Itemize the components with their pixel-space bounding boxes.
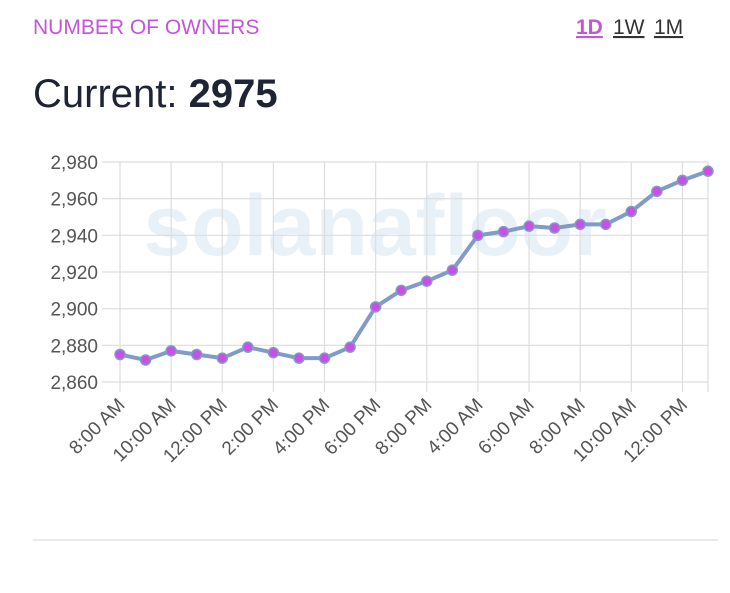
point — [472, 229, 484, 242]
point — [242, 341, 254, 353]
point — [395, 284, 407, 297]
point — [293, 352, 305, 364]
point — [114, 348, 126, 361]
point — [369, 301, 382, 313]
point — [523, 220, 535, 232]
point — [599, 218, 612, 231]
point — [497, 225, 510, 238]
x-tick-label: 4:00 AM — [423, 395, 487, 459]
point — [676, 174, 689, 187]
y-tick-label: 2,960 — [50, 190, 98, 211]
point — [216, 352, 229, 364]
point — [344, 341, 356, 353]
point — [139, 354, 152, 366]
point — [574, 218, 586, 231]
tab[interactable]: 1M — [654, 16, 683, 39]
tab[interactable]: 1D — [576, 16, 603, 39]
y-tick-label: 2,860 — [50, 373, 98, 394]
point — [267, 346, 280, 359]
y-tick-label: 2,920 — [50, 263, 98, 284]
point — [318, 352, 331, 364]
point — [625, 205, 638, 218]
y-tick-label: 2,880 — [50, 336, 98, 357]
current: Current: 2975 — [33, 72, 278, 116]
x-tick-label: 8:00 PM — [371, 395, 436, 460]
point — [421, 275, 433, 287]
y-tick-label: 2,980 — [50, 153, 98, 174]
tab[interactable]: 1W — [613, 16, 645, 39]
y-tick-label: 2,940 — [50, 226, 98, 247]
point — [446, 264, 459, 276]
x-tick-label: 6:00 AM — [474, 395, 538, 459]
point — [165, 345, 177, 357]
chart-title: NUMBER OF OWNERS — [33, 16, 259, 39]
point — [190, 348, 203, 361]
point — [702, 165, 714, 177]
current-label: Current: — [33, 72, 178, 116]
point — [651, 185, 663, 198]
point — [548, 222, 561, 234]
current-value: 2975 — [189, 72, 278, 116]
y-tick-label: 2,900 — [50, 300, 98, 321]
